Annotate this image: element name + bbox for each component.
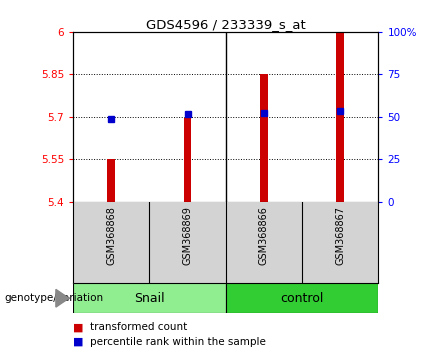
Text: percentile rank within the sample: percentile rank within the sample (90, 337, 266, 347)
Bar (260, 74, 268, 202)
Text: GSM368868: GSM368868 (106, 206, 116, 265)
Text: control: control (280, 292, 324, 305)
Text: transformed count: transformed count (90, 322, 187, 332)
Bar (184, 118, 191, 202)
Text: genotype/variation: genotype/variation (4, 293, 104, 303)
Bar (336, 32, 344, 202)
Text: GSM368867: GSM368867 (335, 206, 345, 265)
Text: ■: ■ (73, 337, 83, 347)
Text: GSM368869: GSM368869 (183, 206, 193, 265)
Bar (73, 283, 226, 313)
Bar (108, 159, 115, 202)
Text: Snail: Snail (134, 292, 165, 305)
Text: GSM368866: GSM368866 (259, 206, 269, 265)
Title: GDS4596 / 233339_s_at: GDS4596 / 233339_s_at (146, 18, 306, 31)
Bar (226, 283, 378, 313)
Text: ■: ■ (73, 322, 83, 332)
